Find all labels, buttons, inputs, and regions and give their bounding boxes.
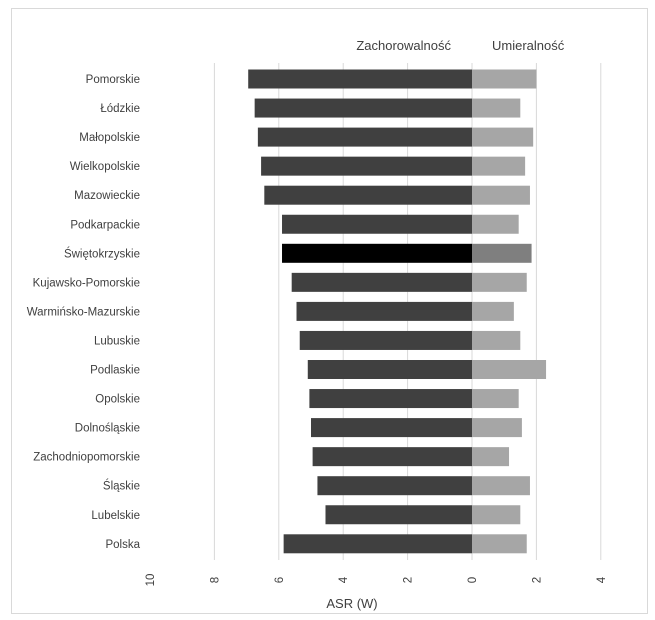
bar-zachorowalnosc	[307, 360, 472, 379]
bar-umieralnosc	[472, 476, 530, 496]
bar-umieralnosc	[472, 98, 521, 118]
bar-umieralnosc	[472, 69, 537, 89]
category-label: Podlaskie	[90, 365, 140, 377]
x-tick-label: 6	[274, 577, 286, 583]
category-label: Podkarpackie	[70, 219, 140, 231]
bar-zachorowalnosc	[283, 534, 472, 554]
bar-umieralnosc	[472, 505, 521, 525]
category-label: Lubuskie	[94, 335, 140, 347]
category-label: Łódzkie	[100, 103, 140, 115]
bar-umieralnosc	[472, 243, 532, 263]
category-label: Świętokrzyskie	[64, 247, 140, 260]
x-tick-label: 8	[209, 577, 221, 583]
x-axis-title: ASR (W)	[326, 596, 377, 611]
bar-umieralnosc	[472, 272, 527, 292]
bar-umieralnosc	[472, 447, 510, 467]
bar-umieralnosc	[472, 534, 527, 554]
bar-zachorowalnosc	[261, 156, 472, 176]
category-label: Dolnośląskie	[75, 423, 140, 435]
x-tick-label: 2	[531, 577, 543, 583]
bar-umieralnosc	[472, 185, 530, 205]
bar-zachorowalnosc	[311, 418, 472, 438]
legend-label-zachorowalnosc: Zachorowalność	[356, 38, 451, 53]
x-tick-label: 0	[467, 577, 479, 583]
bar-umieralnosc	[472, 418, 522, 438]
bar-umieralnosc	[472, 301, 514, 321]
category-label: Śląskie	[103, 480, 140, 493]
category-label: Kujawsko-Pomorskie	[33, 277, 140, 289]
bar-umieralnosc	[472, 127, 534, 147]
x-tick-label: 10	[145, 574, 157, 587]
category-label: Polska	[105, 539, 140, 551]
bar-zachorowalnosc	[282, 214, 472, 234]
category-label: Opolskie	[95, 394, 140, 406]
category-label: Zachodniopomorskie	[33, 452, 140, 464]
bar-zachorowalnosc	[299, 330, 472, 350]
x-tick-label: 4	[338, 576, 350, 583]
bar-zachorowalnosc	[309, 389, 472, 409]
bar-umieralnosc	[472, 330, 521, 350]
bar-umieralnosc	[472, 389, 519, 409]
category-label: Wielkopolskie	[70, 161, 140, 173]
bar-zachorowalnosc	[291, 272, 472, 292]
x-tick-label: 2	[403, 577, 415, 583]
bar-zachorowalnosc	[282, 243, 472, 263]
bar-zachorowalnosc	[317, 476, 472, 496]
x-tick-label: 4	[596, 576, 608, 583]
bar-zachorowalnosc	[312, 447, 472, 467]
category-label: Warmińsko-Mazurskie	[27, 306, 140, 318]
category-label: Lubelskie	[91, 510, 140, 522]
bar-zachorowalnosc	[264, 185, 472, 205]
bar-zachorowalnosc	[325, 505, 472, 525]
bar-zachorowalnosc	[296, 301, 472, 321]
category-label: Mazowieckie	[74, 190, 140, 202]
bar-umieralnosc	[472, 214, 519, 234]
category-label: Pomorskie	[86, 74, 140, 86]
category-label: Małopolskie	[79, 132, 140, 144]
bar-umieralnosc	[472, 360, 547, 379]
bar-zachorowalnosc	[248, 69, 472, 89]
bar-umieralnosc	[472, 156, 526, 176]
bar-zachorowalnosc	[254, 98, 472, 118]
legend-label-umieralnosc: Umieralność	[492, 38, 565, 53]
bar-zachorowalnosc	[257, 127, 472, 147]
